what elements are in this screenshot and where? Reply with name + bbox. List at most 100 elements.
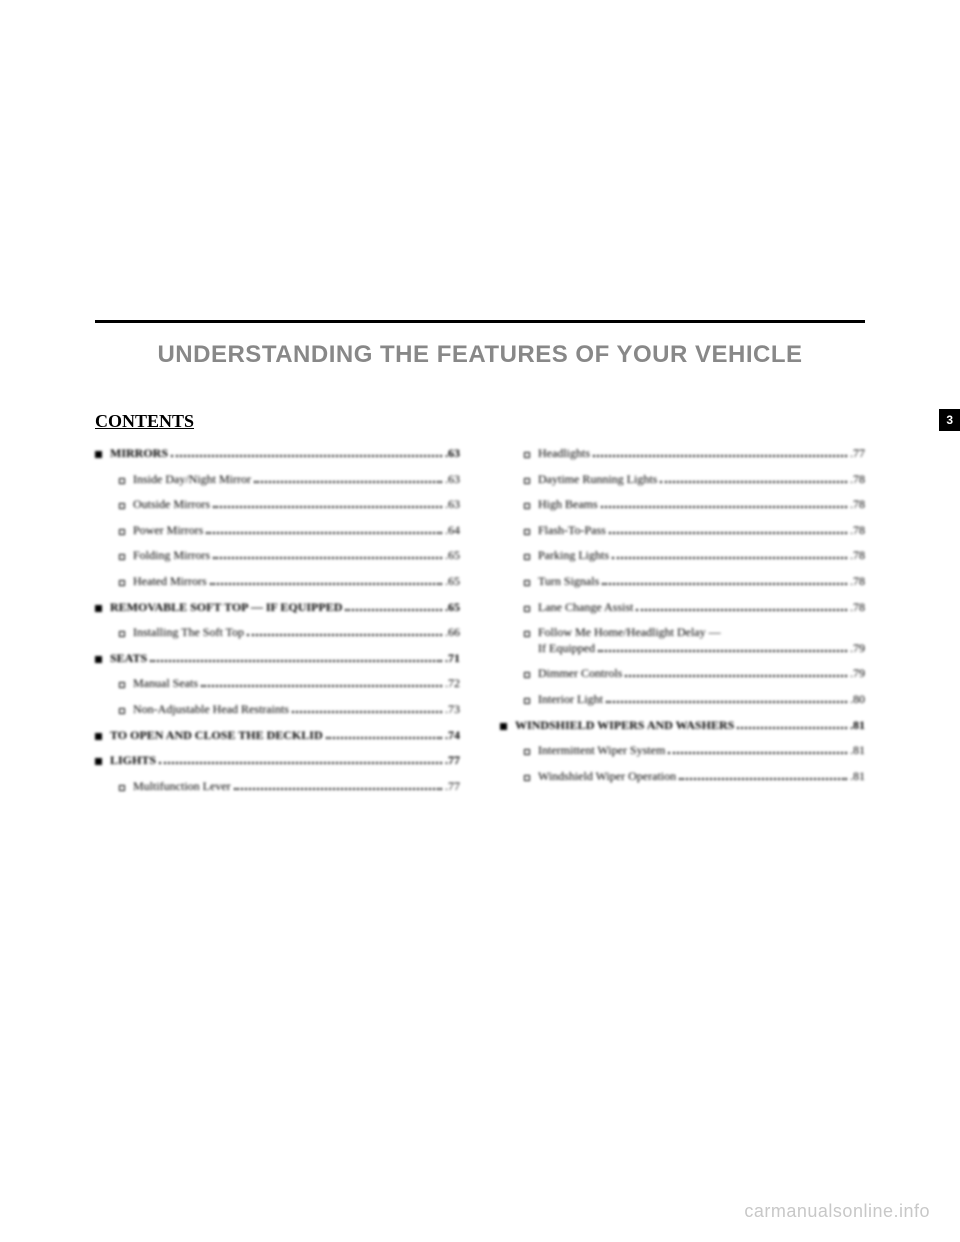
toc-page: .78 (850, 548, 865, 564)
toc-entry: SEATS.71 (95, 651, 460, 667)
toc-page: .66 (445, 625, 460, 641)
toc-label: Non-Adjustable Head Restraints (133, 702, 289, 718)
toc-leader-dots (612, 557, 847, 559)
toc-leader-dots (606, 701, 847, 703)
toc-right-column: Headlights.77Daytime Running Lights.78Hi… (500, 446, 865, 804)
toc-page: .73 (445, 702, 460, 718)
toc-leader-dots (213, 506, 442, 508)
bullet-hollow-icon (524, 698, 530, 704)
toc-label: Power Mirrors (133, 523, 203, 539)
toc-page: .65 (445, 548, 460, 564)
toc-leader-dots (254, 481, 442, 483)
bullet-hollow-icon (119, 580, 125, 586)
toc-label: LIGHTS (110, 753, 156, 769)
toc-entry: Lane Change Assist .78 (524, 600, 865, 616)
toc-label: Dimmer Controls (538, 666, 622, 682)
toc-entry: Installing The Soft Top .66 (119, 625, 460, 641)
toc-page: .78 (850, 497, 865, 513)
toc-page: .81 (850, 743, 865, 759)
toc-page: .74 (445, 728, 460, 744)
toc-label: Daytime Running Lights (538, 472, 657, 488)
toc-label: Lane Change Assist (538, 600, 633, 616)
toc-page: .77 (445, 753, 460, 769)
toc-leader-dots (737, 727, 847, 729)
toc-entry: MIRRORS .63 (95, 446, 460, 462)
toc-leader-dots (636, 609, 847, 611)
toc-leader-dots (292, 711, 442, 713)
toc-label: Windshield Wiper Operation (538, 769, 676, 785)
bullet-hollow-icon (524, 452, 530, 458)
toc-entry: LIGHTS .77 (95, 753, 460, 769)
toc-label: Flash-To-Pass (538, 523, 606, 539)
toc-page: .63 (445, 472, 460, 488)
toc-left-column: MIRRORS.63Inside Day/Night Mirror.63Outs… (95, 446, 460, 804)
toc-entry: REMOVABLE SOFT TOP — IF EQUIPPED.65 (95, 600, 460, 616)
bullet-hollow-icon (524, 775, 530, 781)
toc-page: .78 (850, 574, 865, 590)
toc-entry: Windshield Wiper Operation.81 (524, 769, 865, 785)
toc-label: TO OPEN AND CLOSE THE DECKLID (110, 728, 323, 744)
toc-leader-dots (171, 455, 442, 457)
toc-leader-dots (598, 650, 847, 652)
toc-label: Inside Day/Night Mirror (133, 472, 251, 488)
toc-leader-dots (609, 532, 847, 534)
toc-leader-dots (679, 778, 847, 780)
bullet-hollow-icon (524, 631, 530, 637)
toc-entry: Parking Lights.78 (524, 548, 865, 564)
toc-page: .78 (850, 472, 865, 488)
toc-label-row2: If Equipped.79 (538, 641, 865, 657)
toc-entry: Turn Signals .78 (524, 574, 865, 590)
toc-page: .78 (850, 600, 865, 616)
toc-label: SEATS (110, 651, 147, 667)
toc-label: Installing The Soft Top (133, 625, 244, 641)
toc-label: MIRRORS (110, 446, 168, 462)
toc-entry: Inside Day/Night Mirror .63 (119, 472, 460, 488)
toc-leader-dots (201, 685, 442, 687)
toc-label: Heated Mirrors (133, 574, 207, 590)
toc-label: Folding Mirrors (133, 548, 210, 564)
bullet-hollow-icon (524, 580, 530, 586)
toc-label: Follow Me Home/Headlight Delay — (538, 625, 865, 641)
toc-entry: Flash-To-Pass .78 (524, 523, 865, 539)
toc-entry: TO OPEN AND CLOSE THE DECKLID .74 (95, 728, 460, 744)
toc-label: Manual Seats (133, 676, 198, 692)
toc-leader-dots (602, 583, 847, 585)
bullet-hollow-icon (119, 631, 125, 637)
toc-entry: Daytime Running Lights .78 (524, 472, 865, 488)
toc-leader-dots (326, 737, 442, 739)
toc-entry: Manual Seats .72 (119, 676, 460, 692)
section-tab: 3 (939, 409, 960, 431)
toc-leader-dots (159, 762, 442, 764)
toc-label: Interior Light (538, 692, 603, 708)
toc-entry: Intermittent Wiper System.81 (524, 743, 865, 759)
page-content: UNDERSTANDING THE FEATURES OF YOUR VEHIC… (95, 320, 865, 804)
bullet-hollow-icon (524, 529, 530, 535)
bullet-hollow-icon (119, 478, 125, 484)
toc-page: .72 (445, 676, 460, 692)
toc-page: .80 (850, 692, 865, 708)
bullet-hollow-icon (119, 682, 125, 688)
bullet-hollow-icon (524, 606, 530, 612)
toc-page: .63 (445, 497, 460, 513)
toc-label: Turn Signals (538, 574, 599, 590)
bullet-hollow-icon (119, 529, 125, 535)
toc-leader-dots (668, 752, 847, 754)
toc-page: .79 (850, 666, 865, 682)
toc-page: .81 (850, 718, 865, 734)
bullet-hollow-icon (119, 785, 125, 791)
toc-leader-dots (593, 455, 847, 457)
toc-entry: Headlights.77 (524, 446, 865, 462)
toc-entry: Dimmer Controls .79 (524, 666, 865, 682)
toc-entry: High Beams.78 (524, 497, 865, 513)
bullet-solid-icon (95, 656, 102, 663)
toc-entry: Follow Me Home/Headlight Delay —If Equip… (524, 625, 865, 656)
toc-columns: MIRRORS.63Inside Day/Night Mirror.63Outs… (95, 446, 865, 804)
toc-leader-dots (660, 481, 847, 483)
toc-leader-dots (601, 506, 847, 508)
toc-page: .63 (445, 446, 460, 462)
toc-page: .78 (850, 523, 865, 539)
toc-page: .64 (445, 523, 460, 539)
toc-leader-dots (234, 788, 442, 790)
bullet-hollow-icon (119, 708, 125, 714)
bullet-hollow-icon (119, 554, 125, 560)
